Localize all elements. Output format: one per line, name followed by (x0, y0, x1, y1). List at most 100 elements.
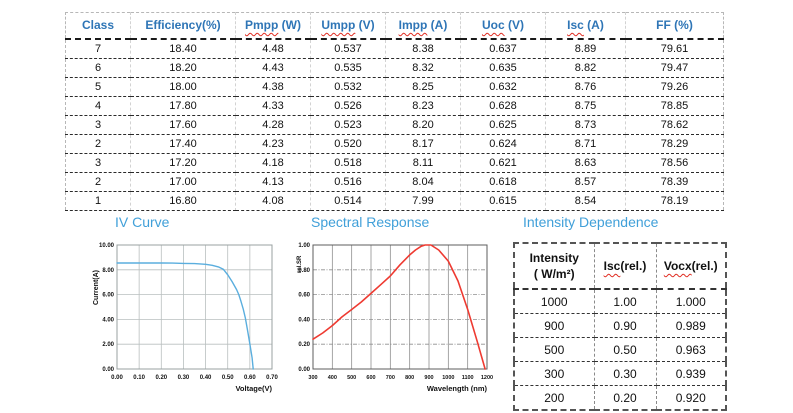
table-cell: 0.30 (594, 361, 657, 386)
table-cell: 79.61 (625, 39, 724, 59)
column-header: Impp (A) (385, 12, 461, 40)
table-cell: 3 (65, 153, 131, 173)
column-header-label: Isc (567, 18, 584, 32)
x-tick-label: 800 (405, 375, 414, 381)
y-axis-label: rel.SR (297, 255, 303, 273)
table-cell: 0.621 (460, 153, 546, 173)
table-cell: 0.618 (460, 172, 546, 192)
table-cell: 8.75 (545, 96, 626, 116)
table-row: 4 17.80 4.33 0.526 8.23 0.628 8.75 78.85 (65, 96, 724, 116)
table-cell: 4 (65, 96, 131, 116)
column-header: Efficiency(%) (130, 12, 236, 40)
table-cell: 0.532 (310, 77, 386, 97)
column-header-label: Uoc (481, 18, 505, 32)
table-cell: 2 (65, 172, 131, 192)
table-cell: 0.625 (460, 115, 546, 135)
table-cell: 4.38 (235, 77, 311, 97)
x-tick-label: 1200 (481, 375, 493, 381)
table-cell: 8.54 (545, 191, 626, 211)
y-tick-label: 0.00 (298, 367, 310, 373)
x-tick-label: 500 (347, 375, 356, 381)
table-cell: 4.08 (235, 191, 311, 211)
table-cell: 78.29 (625, 134, 724, 154)
table-row: 7 18.40 4.48 0.537 8.38 0.637 8.89 79.61 (65, 39, 724, 59)
table-row: 500 0.50 0.963 (514, 337, 726, 362)
table-cell: 7 (65, 39, 131, 59)
x-tick-label: 0.70 (266, 375, 278, 381)
table-cell: 0.920 (656, 385, 726, 411)
table-cell: 200 (514, 385, 595, 411)
y-tick-label: 1.00 (298, 243, 310, 249)
table-cell: 0.632 (460, 77, 546, 97)
table-cell: 16.80 (130, 191, 236, 211)
table-cell: 1000 (514, 289, 595, 314)
table-row: 2 17.40 4.23 0.520 8.17 0.624 8.71 78.29 (65, 134, 724, 154)
table-cell: 8.89 (545, 39, 626, 59)
table-row: 3 17.20 4.18 0.518 8.11 0.621 8.63 78.56 (65, 153, 724, 173)
plot-border (116, 244, 273, 370)
table-cell: 4.33 (235, 96, 311, 116)
table-row: 900 0.90 0.989 (514, 313, 726, 338)
table-cell: 6 (65, 58, 131, 78)
table-cell: 8.17 (385, 134, 461, 154)
table-cell: 0.637 (460, 39, 546, 59)
x-tick-label: 700 (386, 375, 395, 381)
main-table-header-row: Class Efficiency(%) Pmpp (W) Umpp (V) Impp (… (65, 12, 724, 40)
electrical-parameters-table: Class Efficiency(%) Pmpp (W) Umpp (V) Impp (… (65, 12, 724, 211)
table-cell: 1 (65, 191, 131, 211)
column-header-label: Impp (398, 18, 428, 32)
x-tick-label: 0.40 (200, 375, 212, 381)
y-tick-label: 6.00 (102, 293, 114, 299)
table-row: 200 0.20 0.920 (514, 385, 726, 411)
table-cell: 0.90 (594, 313, 657, 338)
x-tick-label: 0.60 (244, 375, 256, 381)
table-cell: 0.520 (310, 134, 386, 154)
table-cell: 0.20 (594, 385, 657, 411)
y-tick-label: 2.00 (102, 342, 114, 348)
table-cell: 0.518 (310, 153, 386, 173)
table-cell: 8.38 (385, 39, 461, 59)
table-cell: 4.28 (235, 115, 311, 135)
table-cell: 17.00 (130, 172, 236, 192)
table-cell: 8.57 (545, 172, 626, 192)
table-cell: 0.516 (310, 172, 386, 192)
column-header: Intensity( W/m²) (514, 243, 595, 290)
table-cell: 8.73 (545, 115, 626, 135)
table-cell: 8.32 (385, 58, 461, 78)
table-cell: 79.47 (625, 58, 724, 78)
table-cell: 17.80 (130, 96, 236, 116)
table-cell: 4.43 (235, 58, 311, 78)
x-tick-label: 400 (328, 375, 337, 381)
y-tick-label: 0.00 (102, 367, 114, 373)
table-cell: 300 (514, 361, 595, 386)
table-cell: 5 (65, 77, 131, 97)
table-cell: 3 (65, 115, 131, 135)
y-tick-label: 0.40 (298, 317, 310, 323)
x-tick-label: 1000 (442, 375, 454, 381)
table-cell: 18.20 (130, 58, 236, 78)
table-cell: 78.56 (625, 153, 724, 173)
table-cell: 17.20 (130, 153, 236, 173)
table-cell: 0.628 (460, 96, 546, 116)
main-table-body: 7 18.40 4.48 0.537 8.38 0.637 8.89 79.61 6 18.20 4… (65, 39, 724, 211)
column-header-label: Isc (603, 258, 621, 273)
x-tick-label: 0.50 (222, 375, 234, 381)
table-cell: 4.48 (235, 39, 311, 59)
y-tick-label: 0.60 (298, 293, 310, 299)
x-axis-label: Voltage(V) (235, 384, 272, 393)
table-cell: 7.99 (385, 191, 461, 211)
table-cell: 8.82 (545, 58, 626, 78)
table-cell: 8.25 (385, 77, 461, 97)
plot-border (312, 244, 488, 370)
intensity-table-header-row: Intensity( W/m²) Isc(rel.) Vocx(rel.) (514, 243, 726, 290)
table-cell: 8.20 (385, 115, 461, 135)
table-cell: 0.537 (310, 39, 386, 59)
column-header: Umpp (V) (310, 12, 386, 40)
table-row: 1 16.80 4.08 0.514 7.99 0.615 8.54 78.19 (65, 191, 724, 211)
table-cell: 8.76 (545, 77, 626, 97)
y-tick-label: 4.00 (102, 317, 114, 323)
table-row: 2 17.00 4.13 0.516 8.04 0.618 8.57 78.39 (65, 172, 724, 192)
column-header-label: Umpp (321, 18, 356, 32)
table-cell: 0.523 (310, 115, 386, 135)
table-cell: 8.23 (385, 96, 461, 116)
